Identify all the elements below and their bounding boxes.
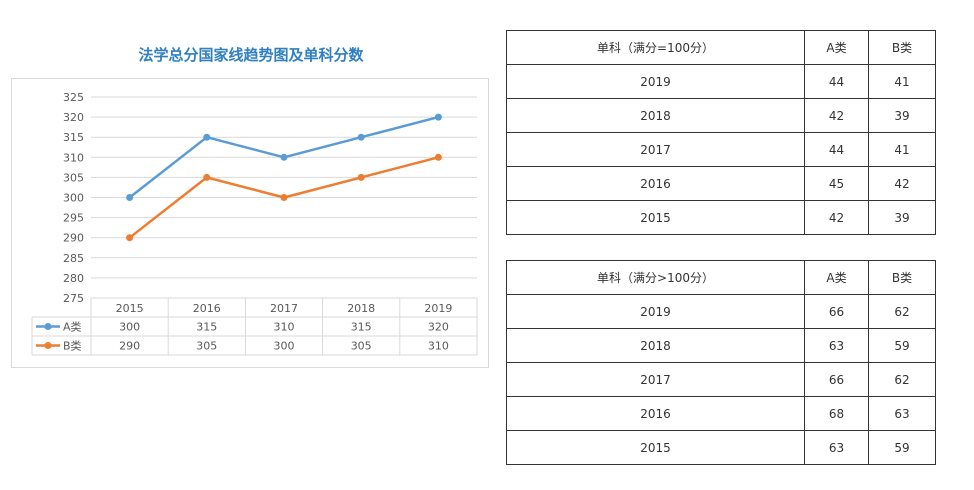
x-category-label: 2017	[270, 302, 298, 315]
a-score-cell: 42	[804, 200, 869, 235]
data-point	[357, 173, 365, 181]
header-cell-subject: 单科（满分=100分）	[506, 30, 805, 65]
b-score-cell: 62	[868, 362, 936, 397]
chart-canvas: 275 280 285 290 295 300 305 310 315 320 325 2015 201…	[31, 91, 478, 356]
a-score-cell: 63	[804, 430, 869, 465]
data-point	[126, 234, 134, 242]
x-category-label: 2015	[116, 302, 144, 315]
data-point	[434, 113, 442, 121]
a-score-cell: 42	[804, 98, 869, 133]
score-table-over-100: 单科（满分>100分） A类 B类 2019 66 62 2018 63 59 …	[506, 260, 936, 465]
data-point	[126, 194, 134, 201]
table-row: 2015 63 59	[506, 430, 936, 465]
year-cell: 2019	[506, 294, 805, 329]
data-table-value: 315	[351, 321, 372, 334]
line-chart: 275 280 285 290 295 300 305 310 315 320 325 2015 201…	[11, 78, 489, 368]
year-cell: 2016	[506, 166, 805, 201]
table-row: 2016 45 42	[506, 166, 936, 201]
table-row: 2019 44 41	[506, 64, 936, 99]
data-table-value: 310	[428, 340, 449, 353]
chart-title: 法学总分国家线趋势图及单科分数	[138, 46, 364, 64]
table-row: 2015 42 39	[506, 200, 936, 235]
table-row: 2017 66 62	[506, 362, 936, 397]
year-cell: 2017	[506, 132, 805, 167]
y-tick-label: 280	[63, 272, 84, 285]
data-point	[434, 153, 442, 161]
year-cell: 2019	[506, 64, 805, 99]
y-tick-label: 285	[63, 252, 84, 265]
b-score-cell: 39	[868, 98, 936, 133]
y-tick-label: 300	[63, 192, 84, 205]
legend-label: B类	[63, 339, 82, 353]
year-cell: 2018	[506, 328, 805, 363]
b-score-cell: 41	[868, 64, 936, 99]
y-tick-label: 275	[63, 292, 84, 305]
legend-label: A类	[63, 320, 82, 334]
y-tick-label: 310	[63, 151, 84, 164]
table-row: 2016 68 63	[506, 396, 936, 431]
data-point	[203, 133, 211, 141]
a-score-cell: 68	[804, 396, 869, 431]
a-score-cell: 44	[804, 132, 869, 167]
legend-key-marker	[44, 323, 52, 330]
year-cell: 2017	[506, 362, 805, 397]
table-header-row: 单科（满分=100分） A类 B类	[506, 30, 936, 65]
data-point	[280, 194, 288, 201]
data-table-value: 305	[196, 340, 217, 353]
year-cell: 2018	[506, 98, 805, 133]
y-tick-label: 290	[63, 232, 84, 245]
data-point	[203, 173, 211, 181]
table-row: 2018 63 59	[506, 328, 936, 363]
data-table-value: 290	[119, 340, 140, 353]
b-score-cell: 62	[868, 294, 936, 329]
data-table-value: 320	[428, 321, 449, 334]
data-point	[280, 153, 288, 161]
b-score-cell: 59	[868, 328, 936, 363]
b-score-cell: 42	[868, 166, 936, 201]
year-cell: 2016	[506, 396, 805, 431]
header-cell-b: B类	[868, 30, 936, 65]
data-table-value: 305	[351, 340, 372, 353]
data-point	[357, 133, 365, 141]
data-table-value: 315	[196, 321, 217, 334]
b-score-cell: 63	[868, 396, 936, 431]
a-score-cell: 45	[804, 166, 869, 201]
x-category-label: 2016	[193, 302, 221, 315]
table-header-row: 单科（满分>100分） A类 B类	[506, 260, 936, 295]
header-cell-a: A类	[804, 30, 869, 65]
data-table-value: 300	[274, 340, 295, 353]
b-score-cell: 59	[868, 430, 936, 465]
header-cell-subject: 单科（满分>100分）	[506, 260, 805, 295]
b-score-cell: 39	[868, 200, 936, 235]
year-cell: 2015	[506, 430, 805, 465]
y-tick-label: 305	[63, 171, 84, 184]
y-tick-label: 320	[63, 111, 84, 124]
data-table-value: 310	[274, 321, 295, 334]
table-row: 2017 44 41	[506, 132, 936, 167]
table-row: 2019 66 62	[506, 294, 936, 329]
table-row: 2018 42 39	[506, 98, 936, 133]
x-category-label: 2019	[424, 302, 452, 315]
a-score-cell: 66	[804, 294, 869, 329]
x-category-label: 2018	[347, 302, 375, 315]
header-cell-a: A类	[804, 260, 869, 295]
legend-key-marker	[44, 342, 52, 349]
a-score-cell: 66	[804, 362, 869, 397]
a-score-cell: 63	[804, 328, 869, 363]
score-table-100: 单科（满分=100分） A类 B类 2019 44 41 2018 42 39 …	[506, 30, 936, 235]
year-cell: 2015	[506, 200, 805, 235]
y-tick-label: 325	[63, 91, 84, 104]
b-score-cell: 41	[868, 132, 936, 167]
data-table-value: 300	[119, 321, 140, 334]
header-cell-b: B类	[868, 260, 936, 295]
a-score-cell: 44	[804, 64, 869, 99]
y-tick-label: 295	[63, 212, 84, 225]
y-tick-label: 315	[63, 131, 84, 144]
